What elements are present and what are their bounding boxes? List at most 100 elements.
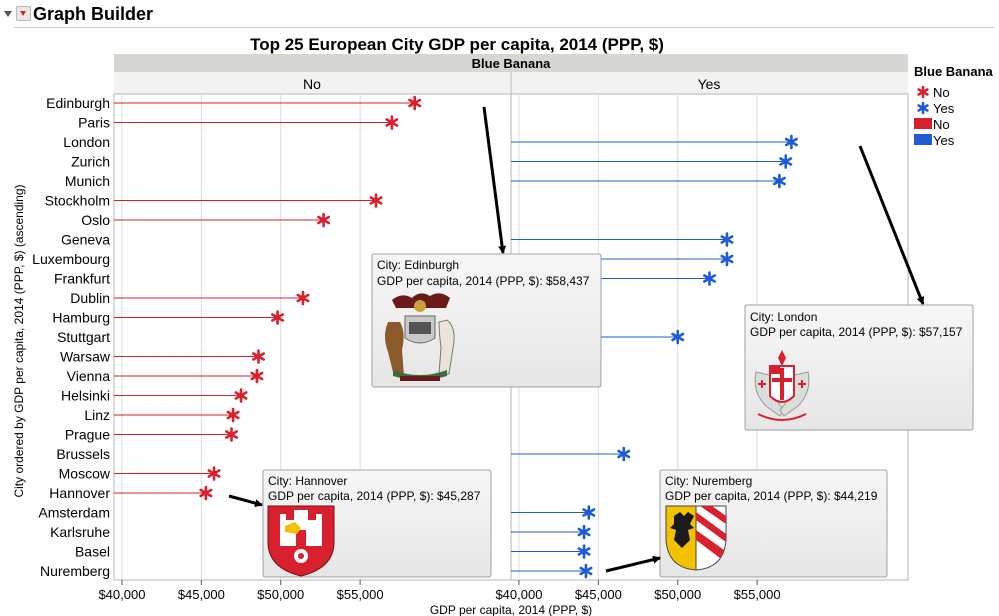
data-point[interactable] xyxy=(207,466,221,481)
y-axis-title: City ordered by GDP per capita, 2014 (PP… xyxy=(12,184,26,497)
data-point[interactable] xyxy=(317,212,331,228)
chart-title: Top 25 European City GDP per capita, 201… xyxy=(250,35,664,54)
graph-builder-chart: Top 25 European City GDP per capita, 201… xyxy=(12,35,994,616)
data-point[interactable] xyxy=(617,446,631,462)
data-point[interactable] xyxy=(784,134,798,150)
y-tick-label: Luxembourg xyxy=(32,251,110,267)
data-point[interactable] xyxy=(720,232,734,247)
data-point[interactable] xyxy=(385,115,399,130)
data-point[interactable] xyxy=(250,368,264,384)
y-tick-label: Munich xyxy=(65,173,110,189)
data-point[interactable] xyxy=(234,388,248,403)
arrow-to-nuremberg xyxy=(605,555,661,573)
panel-label-no: No xyxy=(303,76,321,92)
y-tick-label: Amsterdam xyxy=(38,505,110,521)
x-tick-label: $50,000 xyxy=(654,587,701,602)
panel-label-yes: Yes xyxy=(698,76,721,92)
x-tick-label: $40,000 xyxy=(98,587,145,602)
y-tick-label: Geneva xyxy=(61,232,110,248)
legend-title: Blue Banana xyxy=(914,64,994,79)
y-tick-label: Basel xyxy=(75,544,110,560)
x-tick-label: $50,000 xyxy=(257,587,304,602)
data-point[interactable] xyxy=(577,544,591,559)
tooltip-nuremberg-city: City: Nuremberg xyxy=(665,474,752,488)
y-tick-label: Stockholm xyxy=(45,193,110,209)
data-point[interactable] xyxy=(720,251,734,267)
y-axis-labels: Edinburgh Paris London Zurich Munich Stockhol… xyxy=(32,95,111,579)
x-axis-title: GDP per capita, 2014 (PPP, $) xyxy=(430,603,592,616)
legend-marker-yes-star xyxy=(917,101,929,115)
legend: Blue Banana No Yes No Yes xyxy=(914,64,994,148)
y-tick-label: Moscow xyxy=(59,466,111,482)
hannover-coat-of-arms-icon xyxy=(267,505,335,577)
title-bar: Graph Builder xyxy=(0,0,999,31)
y-tick-label: Linz xyxy=(84,407,110,423)
y-tick-label: Edinburgh xyxy=(46,95,110,111)
y-tick-label: Frankfurt xyxy=(54,271,110,287)
legend-label-no-star: No xyxy=(933,85,950,100)
y-tick-label: Oslo xyxy=(81,212,110,228)
data-point[interactable] xyxy=(296,290,310,306)
data-point[interactable] xyxy=(772,173,786,189)
x-tick-label: $55,000 xyxy=(337,587,384,602)
london-coat-of-arms-icon xyxy=(754,350,810,421)
red-triangle-menu-icon[interactable] xyxy=(16,6,31,21)
legend-swatch-yes xyxy=(914,134,932,145)
tooltip-hannover-value: GDP per capita, 2014 (PPP, $): $45,287 xyxy=(268,489,481,503)
x-tick-label: $45,000 xyxy=(178,587,225,602)
y-tick-label: Brussels xyxy=(56,446,110,462)
y-tick-label: London xyxy=(63,134,110,150)
y-tick-label: Warsaw xyxy=(60,349,111,365)
data-point[interactable] xyxy=(271,310,285,325)
data-point[interactable] xyxy=(369,193,383,208)
edinburgh-coat-of-arms-icon xyxy=(385,293,455,381)
data-point[interactable] xyxy=(779,154,793,169)
arrow-to-edinburgh xyxy=(482,106,507,254)
data-point[interactable] xyxy=(582,505,596,520)
data-point[interactable] xyxy=(671,329,685,345)
y-tick-label: Hannover xyxy=(49,485,110,501)
y-tick-label: Karlsruhe xyxy=(50,524,110,540)
y-tick-label: Zurich xyxy=(71,154,110,170)
y-tick-label: Vienna xyxy=(67,368,111,384)
arrow-to-london xyxy=(858,145,925,305)
nuremberg-coat-of-arms-icon xyxy=(665,505,727,571)
collapse-triangle-icon[interactable] xyxy=(4,11,12,17)
tooltip-edinburgh: City: Edinburgh GDP per capita, 2014 (PP… xyxy=(371,253,602,388)
y-tick-label: Paris xyxy=(78,115,110,131)
legend-label-yes-swatch: Yes xyxy=(933,133,955,148)
y-tick-label: Hamburg xyxy=(52,310,110,326)
x-tick-label: $55,000 xyxy=(734,587,781,602)
legend-label-no-swatch: No xyxy=(933,117,950,132)
y-tick-label: Stuttgart xyxy=(57,329,110,345)
legend-marker-no-star xyxy=(917,85,929,99)
data-point[interactable] xyxy=(577,524,591,540)
data-point[interactable] xyxy=(226,407,240,423)
y-tick-label: Helsinki xyxy=(61,388,110,404)
y-tick-label: Nuremberg xyxy=(40,563,110,579)
y-tick-label: Prague xyxy=(65,427,110,443)
group-header xyxy=(114,54,908,72)
data-point[interactable] xyxy=(703,271,716,286)
tooltip-london-value: GDP per capita, 2014 (PPP, $): $57,157 xyxy=(750,325,963,339)
tooltip-nuremberg: City: Nuremberg GDP per capita, 2014 (PP… xyxy=(659,469,888,578)
data-point[interactable] xyxy=(199,485,213,501)
tooltip-edinburgh-value: GDP per capita, 2014 (PPP, $): $58,437 xyxy=(377,274,590,288)
data-point[interactable] xyxy=(225,427,239,442)
tooltip-edinburgh-city: City: Edinburgh xyxy=(377,258,459,272)
group-header-title: Blue Banana xyxy=(472,56,552,71)
x-axis-labels: $40,000 $45,000 $50,000 $55,000 $40,000 $45,0… xyxy=(98,580,781,602)
data-point[interactable] xyxy=(579,563,593,579)
tooltip-nuremberg-value: GDP per capita, 2014 (PPP, $): $44,219 xyxy=(665,489,878,503)
legend-swatch-no xyxy=(914,118,932,129)
title-divider xyxy=(14,27,995,28)
y-tick-label: Dublin xyxy=(70,290,110,306)
legend-label-yes-star: Yes xyxy=(933,101,955,116)
x-tick-label: $40,000 xyxy=(495,587,542,602)
tooltip-hannover: City: Hannover GDP per capita, 2014 (PPP… xyxy=(262,469,492,578)
tooltip-hannover-city: City: Hannover xyxy=(268,474,347,488)
window-title: Graph Builder xyxy=(33,4,154,24)
data-point[interactable] xyxy=(408,95,422,111)
data-point[interactable] xyxy=(252,349,266,364)
tooltip-london-city: City: London xyxy=(750,310,817,324)
